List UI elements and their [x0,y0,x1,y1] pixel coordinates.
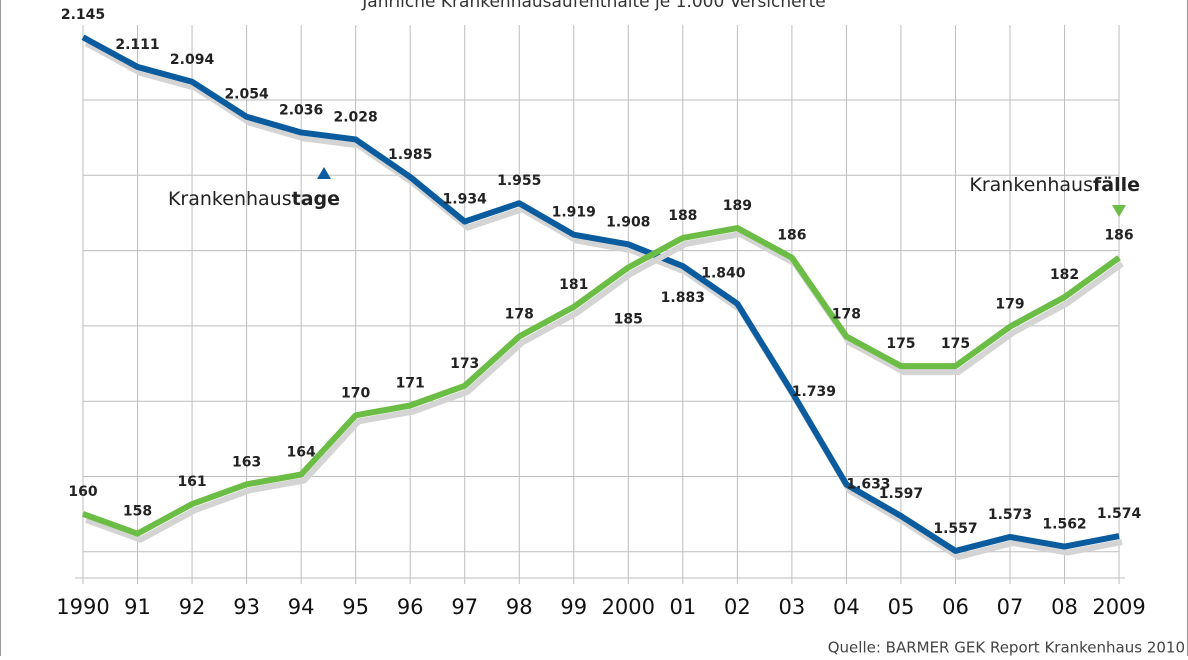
data-label: 186 [1104,228,1133,244]
data-label: 2.111 [115,37,159,53]
data-label: 158 [123,504,152,520]
data-label: 175 [941,336,970,352]
data-label: 2.094 [170,52,215,68]
x-tick-label: 92 [179,595,206,619]
data-label: 2.145 [61,7,105,23]
x-tick-label: 06 [942,595,969,619]
data-label: 178 [832,306,861,322]
x-tick-label: 04 [833,595,860,619]
data-label: 1.739 [792,384,836,400]
x-tick-label: 99 [560,595,587,619]
line [81,225,1121,537]
data-label: 1.919 [552,205,596,221]
x-tick-label: 05 [888,595,915,619]
data-label: 1.573 [988,507,1032,523]
data-label: 1.934 [443,192,488,208]
data-label: 171 [396,375,425,391]
data-label: 178 [505,306,534,322]
data-label: 1.597 [879,486,923,502]
x-tick-label: 91 [124,595,151,619]
x-tick-label: 03 [779,595,806,619]
data-label: 186 [777,228,806,244]
data-label: 182 [1050,267,1079,283]
data-label: 1.557 [933,521,977,537]
line-shadow [84,40,1123,560]
x-tick-label: 01 [669,595,696,619]
data-label: 189 [723,198,752,214]
x-tick-label: 97 [451,595,478,619]
data-label: 163 [232,454,261,470]
data-label: 173 [450,356,479,372]
data-label: 164 [287,444,316,460]
data-label: 2.036 [279,102,323,118]
legend-label: Krankenhaustage [168,188,340,210]
x-tick-label: 96 [397,595,424,619]
legend-text: tage [292,188,340,210]
data-label: 1.574 [1097,506,1142,522]
data-label: 175 [886,336,915,352]
legend-text: Krankenhaus [969,174,1093,196]
x-tick-label: 2000 [602,595,655,619]
data-label: 160 [68,484,97,500]
data-label: 1.955 [497,173,541,189]
x-tick-label: 1990 [56,595,109,619]
x-tick-label: 08 [1051,595,1078,619]
data-label: 188 [668,208,697,224]
data-label: 179 [995,297,1024,313]
data-label: 1.633 [846,477,890,493]
x-tick-label: 98 [506,595,533,619]
data-label: 1.908 [606,214,650,230]
data-label: 1.840 [701,266,746,282]
data-label: 1.562 [1042,517,1086,533]
data-label: 2.054 [224,87,269,103]
legend-arrow [1112,205,1126,217]
data-label: 161 [177,474,206,490]
line-shadow [84,231,1124,543]
x-tick-label: 93 [233,595,260,619]
data-label: 2.028 [334,109,378,125]
data-label: 170 [341,385,370,401]
data-label: 181 [559,277,588,293]
chart-title: Jährliche Krankenhausaufenthalte je 1.00… [361,0,825,12]
legend-arrow [317,167,331,179]
x-tick-label: 94 [288,595,315,619]
legend-text: fälle [1093,174,1140,196]
source: Quelle: BARMER GEK Report Krankenhaus 20… [828,639,1185,657]
data-label: 185 [614,311,643,327]
legend-label: Krankenhausfälle [969,174,1140,196]
line [81,34,1120,554]
legend-text: Krankenhaus [168,188,292,210]
x-tick-label: 2009 [1092,595,1145,619]
x-tick-label: 02 [724,595,751,619]
x-tick-label: 95 [342,595,369,619]
x-tick-label: 07 [997,595,1024,619]
data-label: 1.985 [388,147,432,163]
data-label: 1.883 [661,290,705,306]
